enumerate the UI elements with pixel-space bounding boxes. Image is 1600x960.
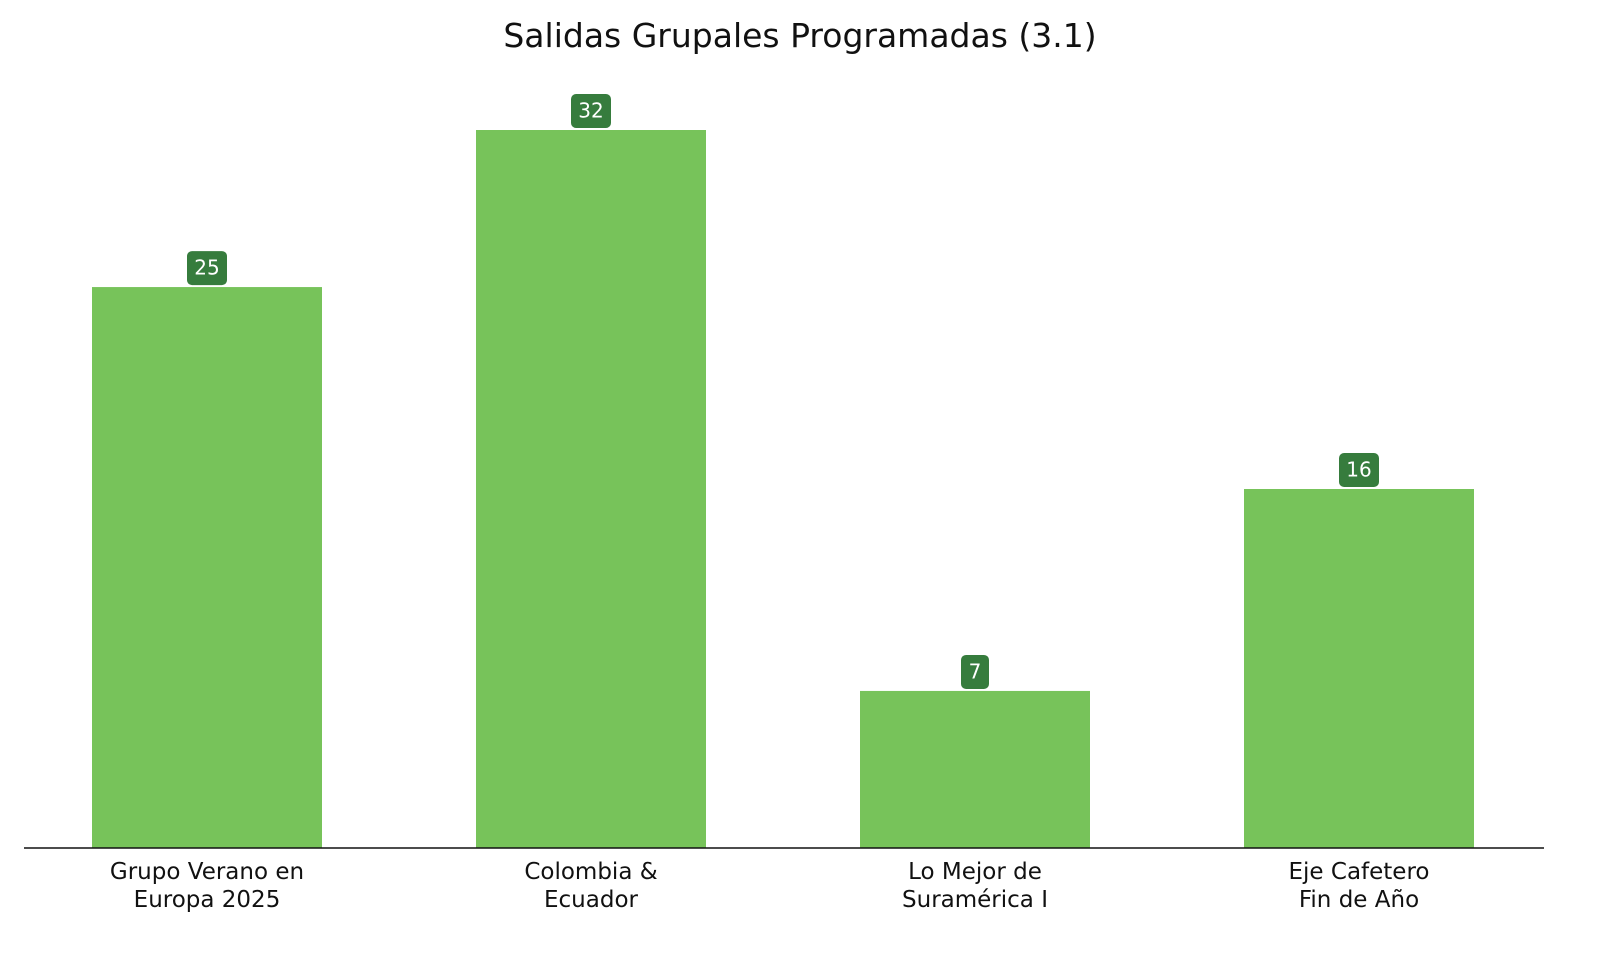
value-label: 7 xyxy=(969,659,982,683)
value-label: 25 xyxy=(194,256,219,280)
x-tick-label: Lo Mejor de Suramérica I xyxy=(902,859,1048,913)
value-label-bg xyxy=(1339,453,1379,487)
chart-title: Salidas Grupales Programadas (3.1) xyxy=(503,16,1097,55)
value-label: 32 xyxy=(578,99,603,123)
x-tick-label: Eje Cafetero Fin de Año xyxy=(1288,859,1430,913)
x-tick-label: Grupo Verano en Europa 2025 xyxy=(109,859,305,913)
value-label-bg xyxy=(571,94,611,128)
bar xyxy=(476,130,706,848)
value-label: 16 xyxy=(1346,458,1371,482)
bar xyxy=(860,690,1090,848)
value-label-bg xyxy=(961,654,989,689)
value-label-bg xyxy=(187,251,227,286)
bar xyxy=(92,287,322,848)
bar xyxy=(1244,489,1474,848)
x-tick-label: Colombia & Ecuador xyxy=(524,859,658,913)
